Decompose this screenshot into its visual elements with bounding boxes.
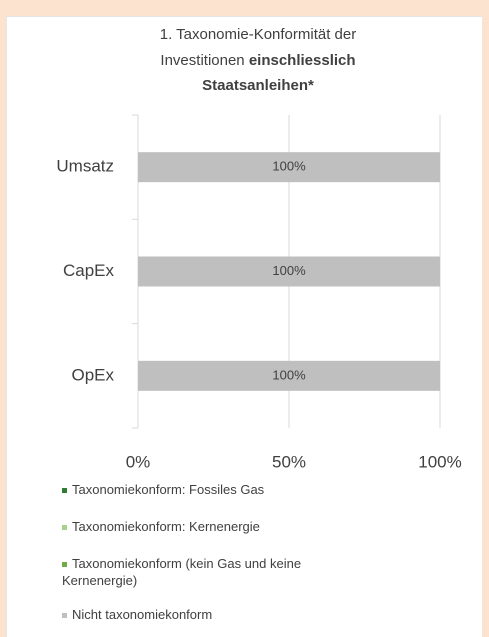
legend-label: Taxonomiekonform: Fossiles Gas — [72, 482, 265, 497]
legend-item: Nicht taxonomiekonform — [62, 606, 322, 623]
chart-title: 1. Taxonomie-Konformität der Investition… — [133, 22, 383, 99]
x-tick-label: 0% — [126, 452, 151, 471]
y-tick-label: CapEx — [63, 261, 115, 280]
y-tick-label: OpEx — [71, 365, 114, 384]
legend-label: Nicht taxonomiekonform — [72, 607, 213, 622]
x-tick-label: 50% — [272, 452, 306, 471]
data-label: 100% — [272, 159, 306, 174]
bar-segment — [138, 256, 440, 287]
legend-item: Taxonomiekonform: Kernenergie — [62, 518, 322, 535]
title-text: 1. Taxonomie-Konformität der Investition… — [159, 26, 357, 69]
legend-item: Taxonomiekonform: Fossiles Gas — [62, 481, 322, 498]
legend-swatch — [62, 613, 67, 619]
legend-label: Taxonomiekonform: Kernenergie — [72, 519, 260, 534]
legend-swatch — [62, 488, 67, 494]
legend-swatch — [62, 562, 67, 568]
data-label: 100% — [272, 263, 306, 278]
y-tick-label: Umsatz — [56, 157, 114, 176]
panel — [6, 16, 482, 637]
x-tick-label: 100% — [418, 452, 461, 471]
bar-segment — [138, 152, 440, 183]
legend-label: Taxonomiekonform (kein Gas und keine Ker… — [62, 556, 302, 588]
bar-segment — [138, 360, 440, 391]
legend-swatch — [62, 525, 67, 531]
title-emphasis: einschliesslich Staatsanleihen* — [202, 51, 356, 95]
data-label: 100% — [272, 367, 306, 382]
legend-item: Taxonomiekonform (kein Gas und keine Ker… — [62, 555, 322, 589]
